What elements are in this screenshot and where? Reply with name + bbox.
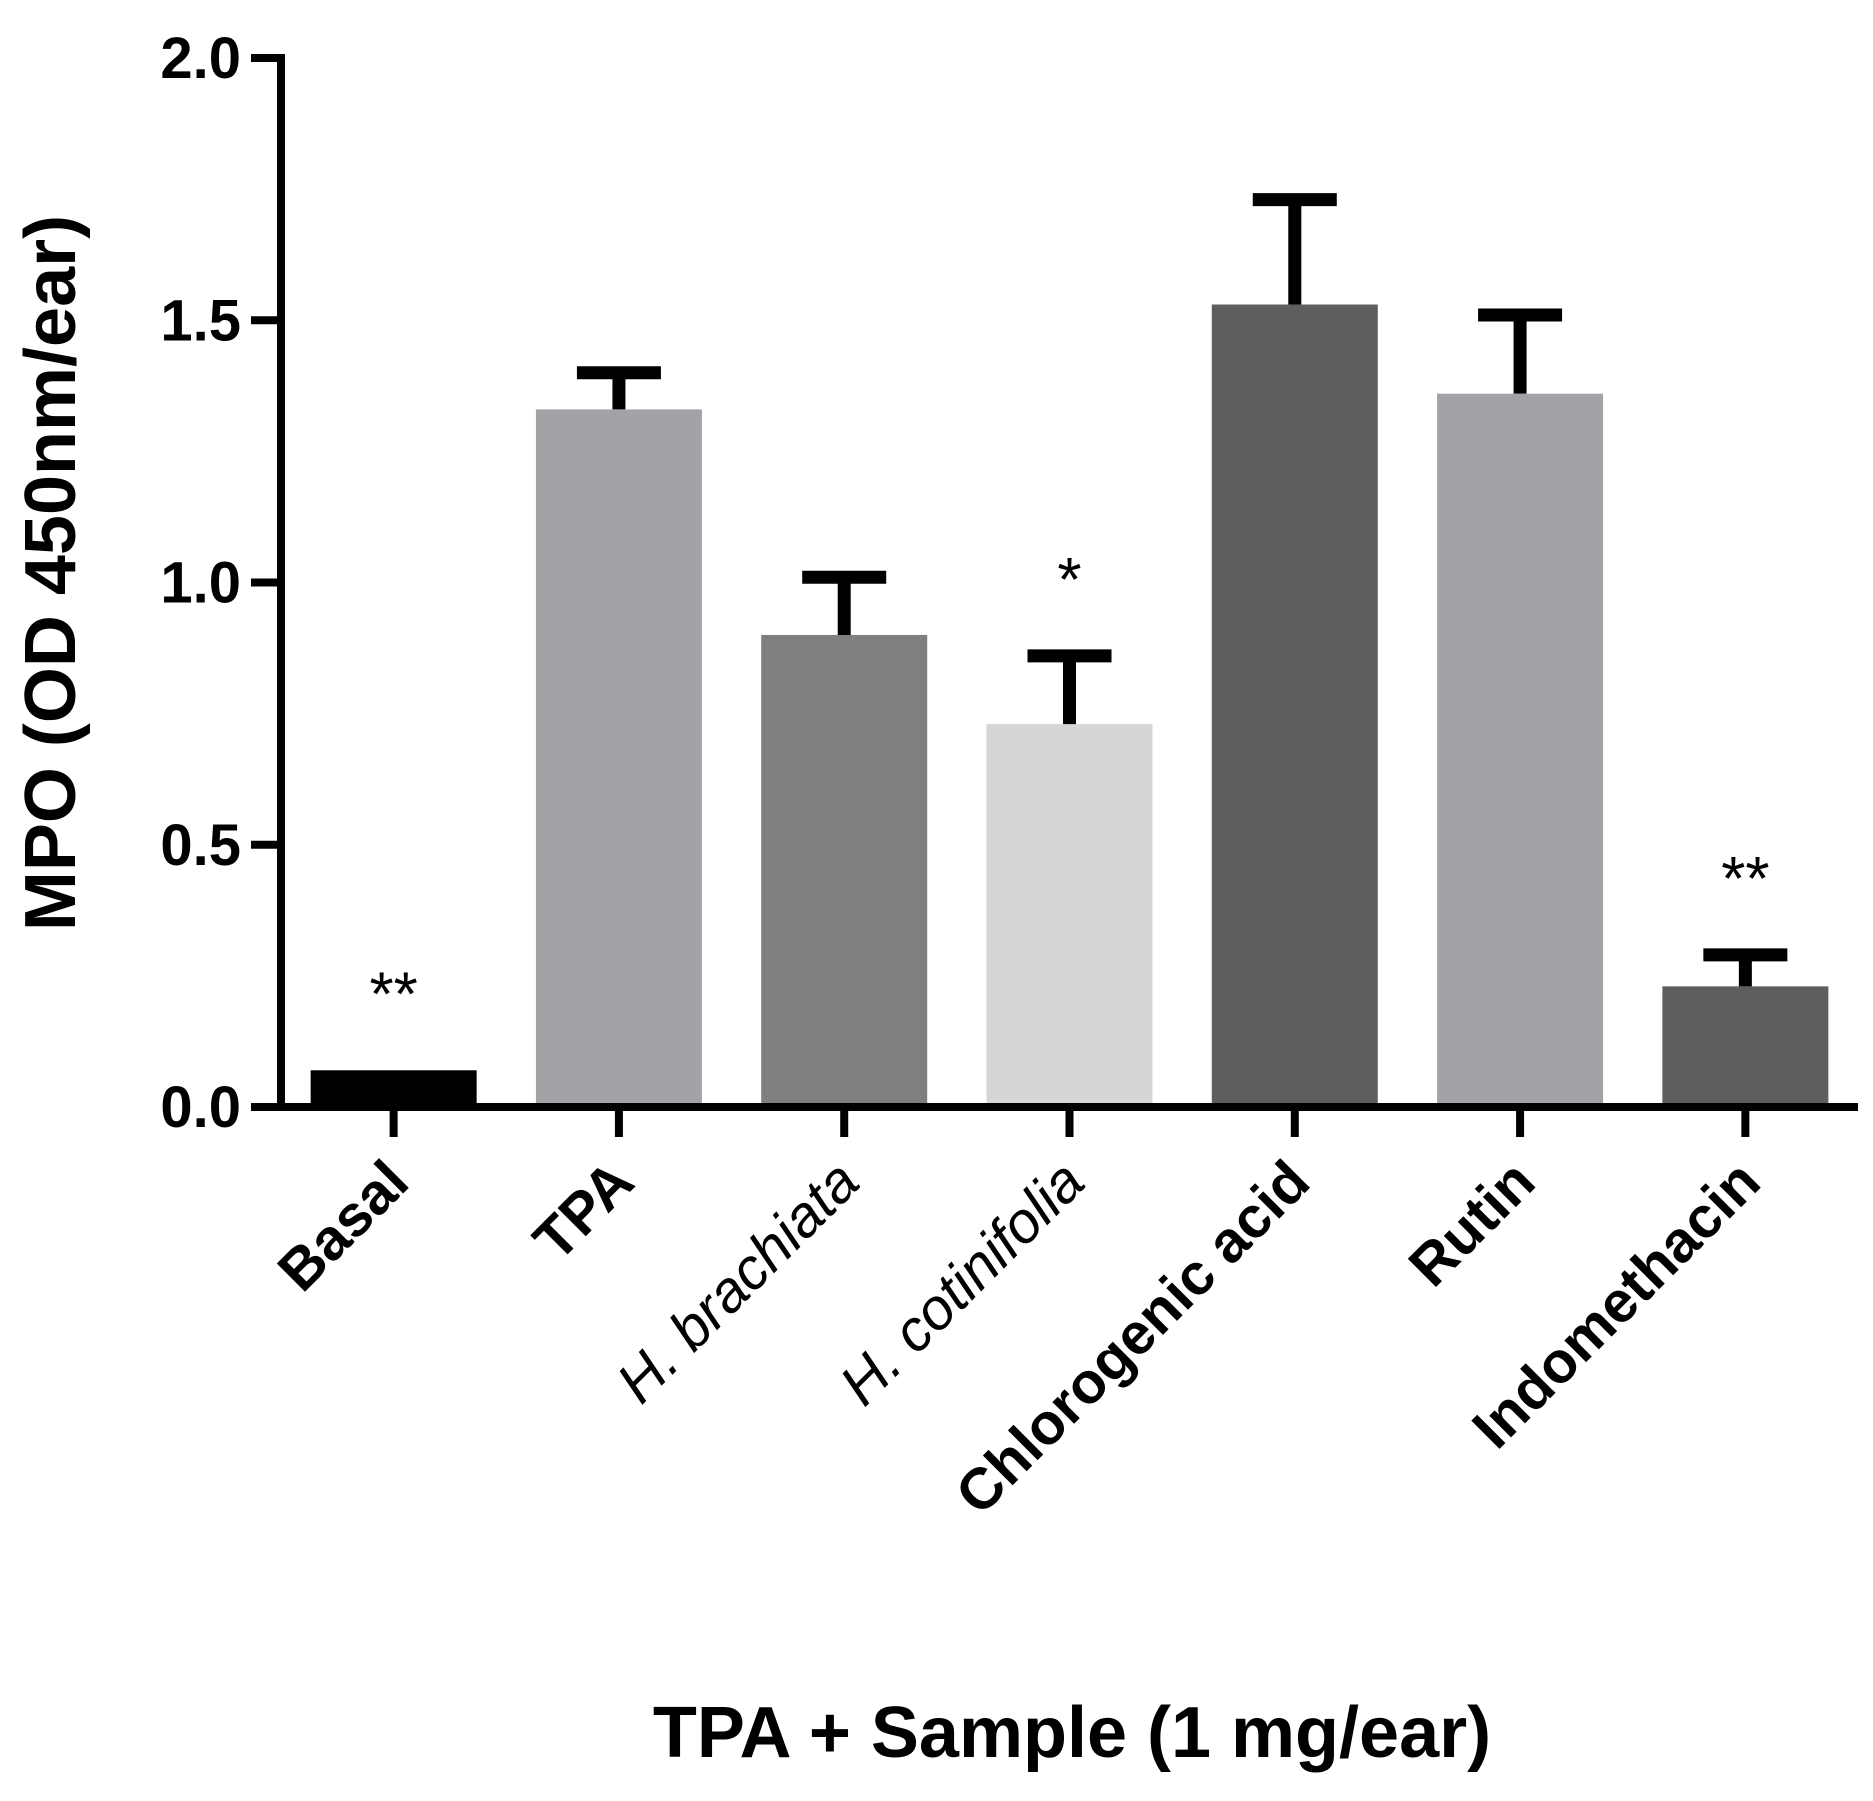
x-tick-label: Rutin [1397,1148,1548,1299]
y-tick-label: 1.5 [160,288,241,353]
bar-basal [310,1070,477,1107]
y-tick-label: 0.0 [160,1075,241,1140]
bar-rutin [1437,393,1604,1107]
bar-indomethacin [1662,986,1829,1107]
bar-tpa [535,409,702,1107]
x-tick-label: TPA [521,1148,646,1273]
x-tick-label: Basal [265,1148,420,1303]
y-axis-title: MPO (OD 450nm/ear) [11,215,91,931]
y-tick-label: 0.5 [160,813,241,878]
y-tick-label: 2.0 [160,26,241,91]
bar-chlorogenic-acid [1211,304,1378,1107]
significance-marker: ** [1721,845,1769,914]
significance-marker: * [1057,546,1081,615]
bar-h-brachiata [761,634,928,1107]
x-axis-title: TPA + Sample (1 mg/ear) [653,1693,1491,1773]
bar-h-cotinifolia [986,724,1153,1107]
significance-marker: ** [370,960,418,1029]
y-tick-label: 1.0 [160,551,241,616]
